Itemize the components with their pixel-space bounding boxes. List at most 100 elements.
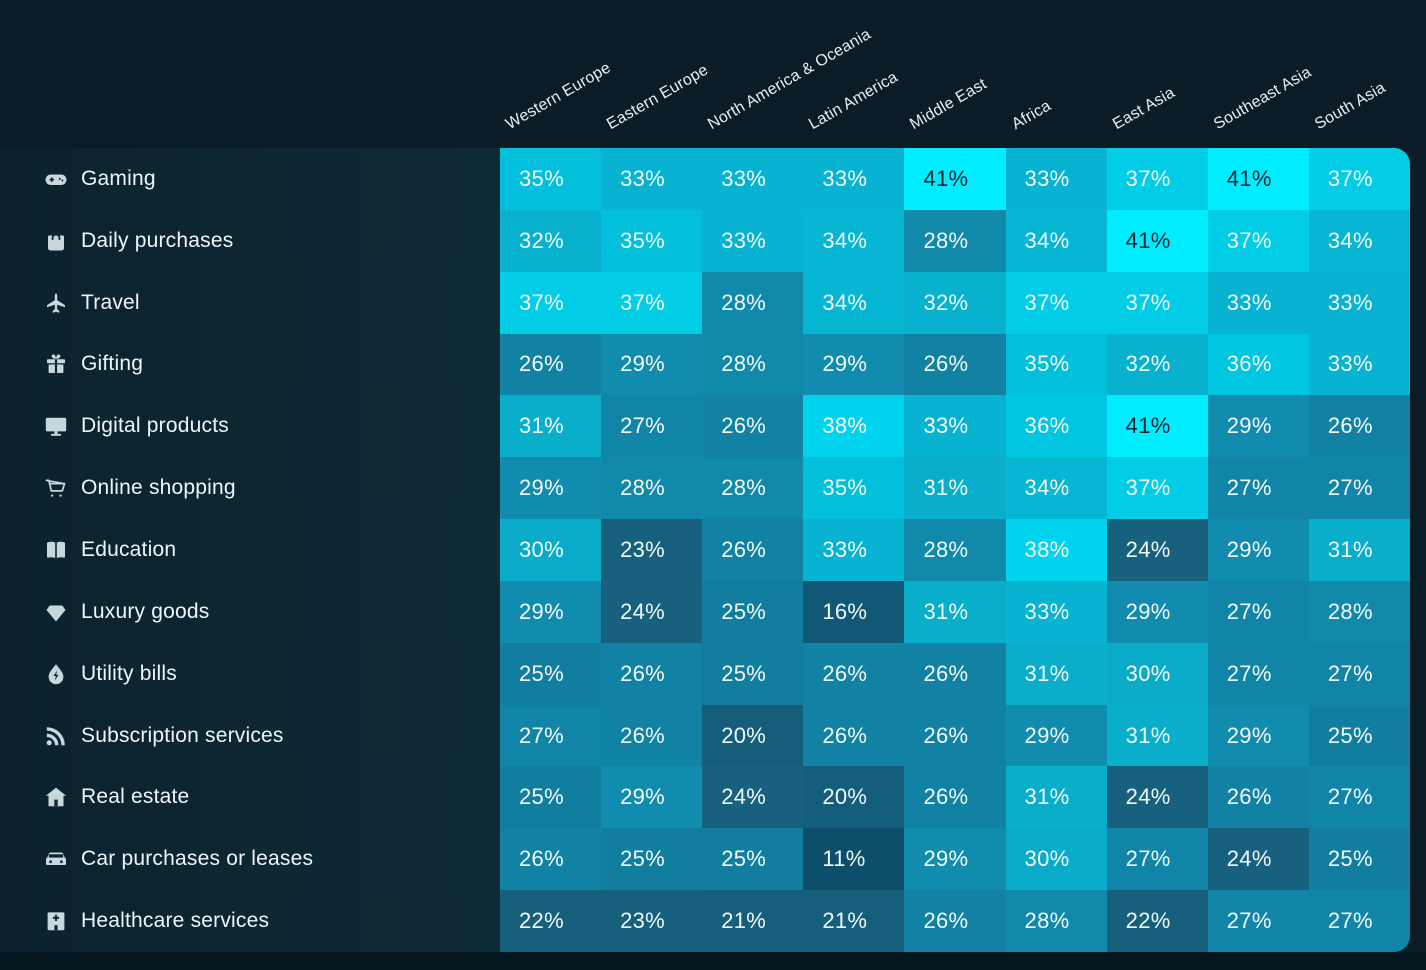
heatmap-cell: 34% bbox=[1005, 209, 1107, 272]
heatmap-cell: 26% bbox=[904, 333, 1006, 396]
diamond-icon bbox=[44, 600, 68, 624]
heatmap-cell: 25% bbox=[500, 766, 602, 829]
shopping-bag-icon bbox=[44, 229, 68, 253]
heatmap-cell: 28% bbox=[1308, 580, 1410, 643]
heatmap-cell: 29% bbox=[803, 333, 905, 396]
heatmap-cell: 26% bbox=[500, 333, 602, 396]
heatmap-cell: 25% bbox=[500, 642, 602, 705]
heatmap-cell: 30% bbox=[500, 519, 602, 581]
heatmap-cell: 37% bbox=[1308, 148, 1410, 210]
heatmap-cell: 29% bbox=[1005, 704, 1107, 767]
heatmap-cell: 33% bbox=[1005, 580, 1107, 643]
heatmap-cell: 31% bbox=[904, 580, 1006, 643]
heatmap-cell: 41% bbox=[1106, 395, 1208, 458]
heatmap-cell: 34% bbox=[1005, 457, 1107, 520]
heatmap-cell: 31% bbox=[1005, 642, 1107, 705]
heatmap-cell: 25% bbox=[702, 580, 804, 643]
heatmap-cell: 26% bbox=[904, 704, 1006, 767]
heatmap-cell: 28% bbox=[702, 333, 804, 396]
row-label-text: Gifting bbox=[81, 352, 144, 376]
row-label-text: Gaming bbox=[81, 166, 156, 190]
heatmap-cell: 34% bbox=[803, 271, 905, 334]
column-header: South Asia bbox=[1311, 79, 1389, 134]
hospital-icon bbox=[44, 909, 68, 933]
row-label: Online shopping bbox=[0, 457, 500, 519]
house-icon bbox=[44, 785, 68, 809]
row-labels: Gaming Daily purchases Travel Gifting Digita… bbox=[0, 148, 500, 952]
heatmap-cell: 37% bbox=[1106, 457, 1208, 520]
heatmap-cell: 31% bbox=[1308, 519, 1410, 581]
row-label: Gaming bbox=[0, 148, 500, 210]
heatmap-cell: 31% bbox=[1106, 704, 1208, 767]
heatmap-cell: 26% bbox=[601, 642, 703, 705]
gift-icon bbox=[44, 352, 68, 376]
heatmap-cell: 26% bbox=[1207, 766, 1309, 829]
heatmap-cell: 27% bbox=[1106, 828, 1208, 891]
heatmap-cell: 24% bbox=[1207, 828, 1309, 891]
heatmap-cell: 25% bbox=[702, 828, 804, 891]
energy-drop-icon bbox=[44, 662, 68, 686]
column-header: Southeast Asia bbox=[1210, 63, 1315, 134]
heatmap-cell: 28% bbox=[702, 457, 804, 520]
heatmap-cell: 37% bbox=[1005, 271, 1107, 334]
row-label: Education bbox=[0, 519, 500, 581]
heatmap-cell: 29% bbox=[1207, 395, 1309, 458]
column-header: Latin America bbox=[806, 68, 902, 134]
heatmap-cell: 34% bbox=[803, 209, 905, 272]
row-label-text: Digital products bbox=[81, 414, 229, 438]
heatmap-cell: 28% bbox=[904, 519, 1006, 581]
heatmap-cell: 29% bbox=[1207, 519, 1309, 581]
row-label: Digital products bbox=[0, 395, 500, 457]
heatmap-cell: 29% bbox=[904, 828, 1006, 891]
heatmap-cell: 38% bbox=[803, 395, 905, 458]
row-label-text: Daily purchases bbox=[81, 228, 234, 252]
heatmap-cell: 27% bbox=[1207, 642, 1309, 705]
row-label: Gifting bbox=[0, 334, 500, 396]
heatmap-cell: 35% bbox=[803, 457, 905, 520]
heatmap-cell: 33% bbox=[803, 519, 905, 581]
heatmap-cell: 22% bbox=[500, 890, 602, 952]
heatmap-cell: 36% bbox=[1207, 333, 1309, 396]
heatmap-cell: 29% bbox=[601, 766, 703, 829]
heatmap-cell: 31% bbox=[904, 457, 1006, 520]
row-label-text: Travel bbox=[81, 290, 140, 314]
row-label: Real estate bbox=[0, 766, 500, 828]
heatmap-cell: 29% bbox=[500, 580, 602, 643]
heatmap-cell: 37% bbox=[500, 271, 602, 334]
heatmap-cell: 28% bbox=[601, 457, 703, 520]
heatmap-cell: 33% bbox=[601, 148, 703, 210]
book-icon bbox=[44, 538, 68, 562]
heatmap-cell: 32% bbox=[904, 271, 1006, 334]
heatmap-cell: 21% bbox=[702, 890, 804, 952]
row-label-text: Online shopping bbox=[81, 476, 236, 500]
heatmap-cell: 26% bbox=[500, 828, 602, 891]
heatmap-cell: 23% bbox=[601, 519, 703, 581]
bottom-strip bbox=[0, 952, 1426, 970]
car-icon bbox=[44, 847, 68, 871]
rss-icon bbox=[44, 724, 68, 748]
row-label-text: Education bbox=[81, 537, 177, 561]
row-label: Car purchases or leases bbox=[0, 828, 500, 890]
heatmap-cell: 24% bbox=[702, 766, 804, 829]
heatmap-cell: 25% bbox=[1308, 828, 1410, 891]
heatmap-cell: 29% bbox=[601, 333, 703, 396]
heatmap-cell: 28% bbox=[702, 271, 804, 334]
heatmap-cell: 21% bbox=[803, 890, 905, 952]
heatmap-cell: 26% bbox=[601, 704, 703, 767]
column-header: Eastern Europe bbox=[604, 61, 712, 134]
heatmap-cell: 29% bbox=[1207, 704, 1309, 767]
heatmap-cell: 33% bbox=[1005, 148, 1107, 210]
heatmap-cell: 27% bbox=[1308, 642, 1410, 705]
heatmap-cell: 34% bbox=[1308, 209, 1410, 272]
heatmap-cell: 27% bbox=[1207, 890, 1309, 952]
heatmap-cell: 11% bbox=[803, 828, 905, 891]
column-header: East Asia bbox=[1109, 84, 1178, 134]
heatmap-cell: 27% bbox=[601, 395, 703, 458]
row-label-text: Healthcare services bbox=[81, 909, 270, 933]
row-label: Healthcare services bbox=[0, 890, 500, 952]
row-label-text: Subscription services bbox=[81, 723, 284, 747]
heatmap-cell: 33% bbox=[904, 395, 1006, 458]
heatmap-cell: 33% bbox=[702, 148, 804, 210]
heatmap-cell: 41% bbox=[1106, 209, 1208, 272]
